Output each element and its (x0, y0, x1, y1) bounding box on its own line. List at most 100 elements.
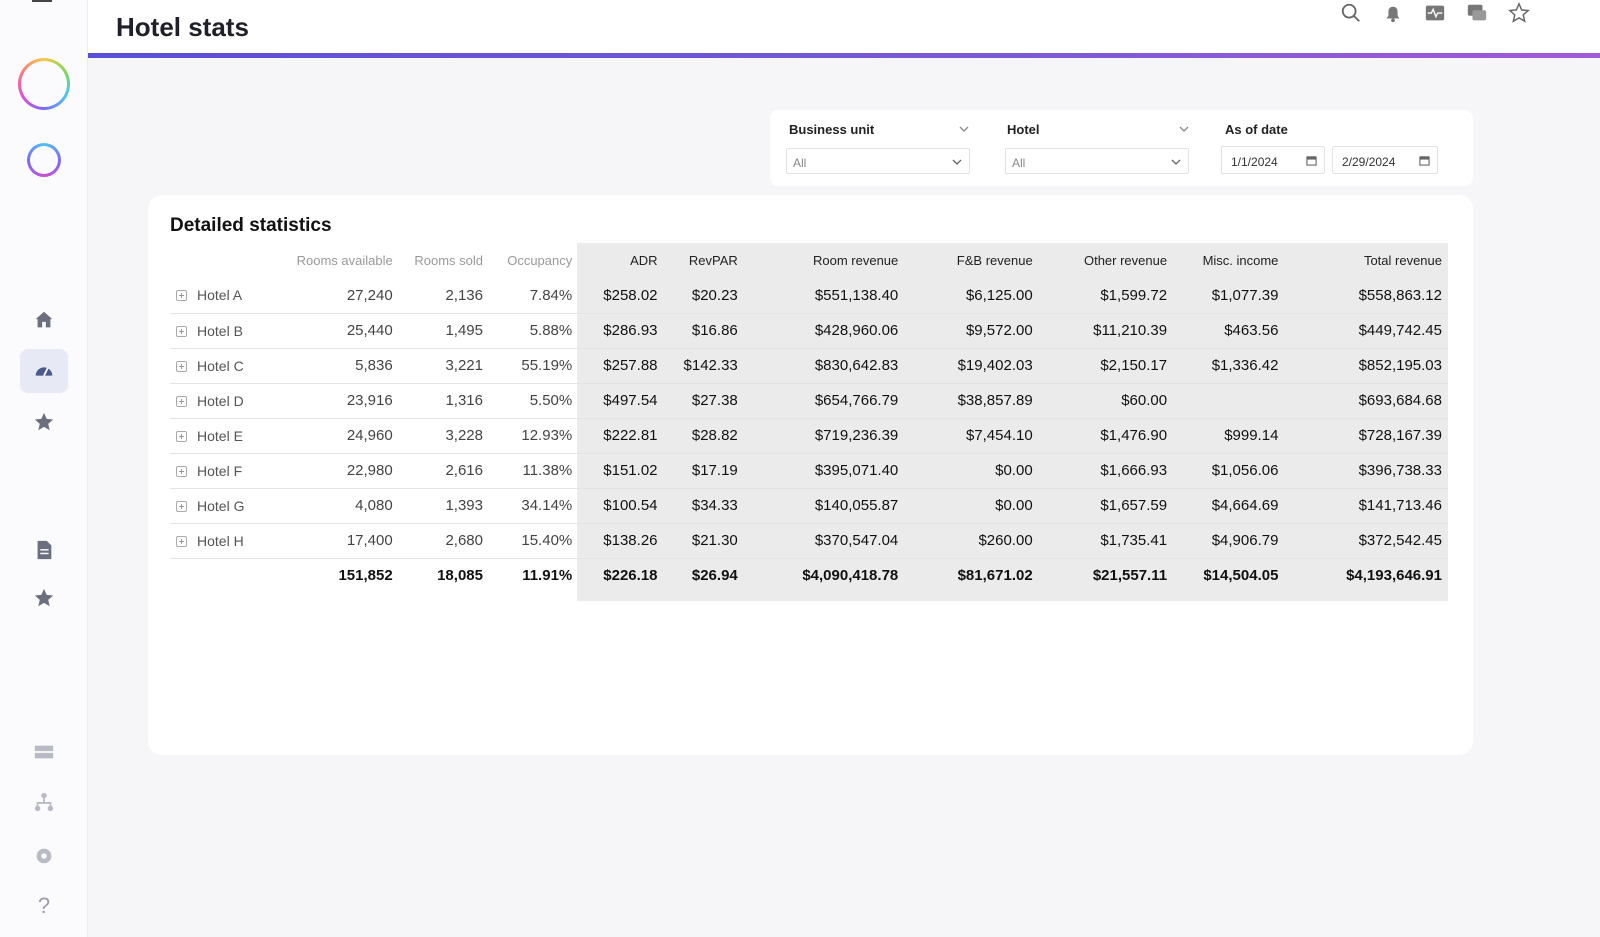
business-unit-value: All (793, 156, 807, 170)
other-revenue-cell: $11,210.39 (1038, 313, 1174, 349)
total-revenue-cell: $558,863.12 (1284, 278, 1448, 314)
help-icon[interactable]: ? (37, 893, 51, 918)
revpar-cell: $27.38 (663, 383, 744, 419)
expand-icon[interactable] (176, 430, 187, 442)
total-occupancy-cell: 11.91% (522, 567, 573, 585)
chevron-down-icon[interactable] (958, 123, 970, 135)
table-row[interactable]: Hotel B 25,440 1,495 5.88% $286.93 $16.86 $428… (170, 313, 1448, 349)
column-header-revpar[interactable]: RevPAR (688, 253, 738, 268)
occupancy-cell: 5.88% (488, 313, 579, 349)
total-misc-income-cell: $14,504.05 (1203, 567, 1279, 585)
misc-income-cell: $463.56 (1173, 313, 1285, 349)
occupancy-cell: 15.40% (488, 523, 579, 559)
app-logo-icon[interactable] (18, 58, 70, 110)
adr-cell: $286.93 (578, 313, 664, 349)
chat-icon[interactable] (1464, 0, 1490, 26)
total-rooms-sold-cell: 18,085 (437, 567, 483, 585)
occupancy-cell: 11.38% (488, 453, 579, 489)
other-revenue-cell: $1,599.72 (1038, 278, 1174, 314)
column-header-rooms-available[interactable]: Rooms available (296, 253, 393, 268)
occupancy-cell: 5.50% (488, 383, 579, 419)
star-outline-icon[interactable] (1506, 0, 1532, 26)
bell-icon[interactable] (1380, 0, 1406, 26)
chevron-down-icon[interactable] (1178, 123, 1190, 135)
end-date-input[interactable]: 2/29/2024 (1332, 146, 1438, 174)
table-row[interactable]: Hotel A 27,240 2,136 7.84% $258.02 $20.23 $551… (170, 278, 1448, 314)
expand-icon[interactable] (176, 360, 187, 372)
hotel-name: Hotel D (197, 392, 244, 409)
rooms-available-cell: 4,080 (278, 488, 399, 524)
hotel-name-cell: Hotel E (170, 418, 279, 454)
calendar-icon[interactable] (1419, 155, 1430, 166)
org-chart-icon[interactable] (20, 780, 68, 824)
network-icon[interactable] (20, 730, 68, 774)
column-header-other-revenue[interactable]: Other revenue (1083, 253, 1168, 268)
column-header-adr[interactable]: ADR (630, 253, 658, 268)
business-unit-select[interactable]: All (786, 148, 970, 174)
search-icon[interactable] (1338, 0, 1364, 26)
column-header-rooms-sold[interactable]: Rooms sold (414, 253, 483, 268)
total-adr-cell: $226.18 (603, 567, 658, 585)
expand-icon[interactable] (176, 465, 187, 477)
column-header-fb-revenue[interactable]: F&B revenue (956, 253, 1033, 268)
hotel-name-cell: Hotel H (170, 523, 279, 559)
expand-icon[interactable] (176, 395, 187, 407)
table-row[interactable]: Hotel C 5,836 3,221 55.19% $257.88 $142.33 $83… (170, 348, 1448, 384)
column-header-misc-income[interactable]: Misc. income (1202, 253, 1279, 268)
table-row[interactable]: Hotel D 23,916 1,316 5.50% $497.54 $27.38 $654… (170, 383, 1448, 419)
table-row[interactable]: Hotel G 4,080 1,393 34.14% $100.54 $34.33 $140… (170, 488, 1448, 524)
table-row[interactable]: Hotel F 22,980 2,616 11.38% $151.02 $17.19 $39… (170, 453, 1448, 489)
chevron-down-icon (952, 159, 962, 165)
document-icon[interactable] (20, 528, 68, 572)
dashboard-icon[interactable] (20, 349, 68, 393)
total-revenue-cell: $449,742.45 (1284, 313, 1448, 349)
start-date-input[interactable]: 1/1/2024 (1221, 146, 1325, 174)
room-revenue-cell: $140,055.87 (743, 488, 905, 524)
column-header-room-revenue[interactable]: Room revenue (812, 253, 899, 268)
misc-income-cell: $999.14 (1173, 418, 1285, 454)
adr-cell: $258.02 (578, 278, 664, 314)
misc-income-cell (1173, 383, 1285, 419)
rooms-sold-cell: 2,136 (398, 278, 489, 314)
table-row[interactable]: Hotel H 17,400 2,680 15.40% $138.26 $21.30 $37… (170, 523, 1448, 559)
total-revenue-cell: $852,195.03 (1284, 348, 1448, 384)
hamburger-menu-icon[interactable] (32, 0, 52, 2)
adr-cell: $138.26 (578, 523, 664, 559)
rooms-sold-cell: 3,221 (398, 348, 489, 384)
rooms-available-cell: 25,440 (278, 313, 399, 349)
expand-icon[interactable] (176, 535, 187, 547)
assistant-icon[interactable] (27, 143, 61, 177)
toolbar-icons (1338, 0, 1532, 26)
hotel-value: All (1012, 156, 1026, 170)
totals-row: 151,852 18,085 11.91% $226.18 $26.94 $4,090,4… (170, 558, 1448, 593)
column-header-total-revenue[interactable]: Total revenue (1363, 253, 1442, 268)
hotel-name-cell: Hotel D (170, 383, 279, 419)
fb-revenue-cell: $6,125.00 (904, 278, 1039, 314)
activity-icon[interactable] (1422, 0, 1448, 26)
rooms-sold-cell: 1,495 (398, 313, 489, 349)
column-header-occupancy[interactable]: Occupancy (507, 253, 573, 268)
hotel-name: Hotel C (197, 357, 244, 374)
table-row[interactable]: Hotel E 24,960 3,228 12.93% $222.81 $28.82 $71… (170, 418, 1448, 454)
misc-income-cell: $4,664.69 (1173, 488, 1285, 524)
expand-icon[interactable] (176, 290, 187, 302)
other-revenue-cell: $1,735.41 (1038, 523, 1174, 559)
rooms-available-cell: 17,400 (278, 523, 399, 559)
home-icon[interactable] (20, 298, 68, 342)
statistics-table: Rooms available Rooms sold Occupancy ADR… (170, 243, 1448, 593)
revpar-cell: $34.33 (663, 488, 744, 524)
star-icon[interactable] (20, 576, 68, 620)
expand-icon[interactable] (176, 325, 187, 337)
hotel-select[interactable]: All (1005, 148, 1189, 174)
hotel-name-cell: Hotel C (170, 348, 279, 384)
expand-icon[interactable] (176, 500, 187, 512)
other-revenue-cell: $1,657.59 (1038, 488, 1174, 524)
rooms-available-cell: 27,240 (278, 278, 399, 314)
total-revenue-cell: $396,738.33 (1284, 453, 1448, 489)
settings-icon[interactable] (20, 834, 68, 878)
star-icon[interactable] (20, 400, 68, 444)
calendar-icon[interactable] (1306, 155, 1317, 166)
hotel-name: Hotel E (197, 427, 243, 444)
other-revenue-cell: $1,476.90 (1038, 418, 1174, 454)
filters-panel: Business unit All Hotel All As of date 1… (770, 110, 1473, 186)
